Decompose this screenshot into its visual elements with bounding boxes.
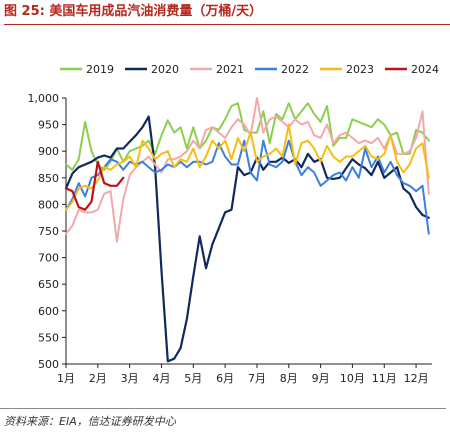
series-line-2021 <box>65 97 430 243</box>
x-tick-label: 9月 <box>312 372 330 385</box>
series-line-2022 <box>65 139 430 235</box>
legend-label-2024: 2024 <box>411 63 439 76</box>
y-tick-label: 550 <box>38 331 59 344</box>
legend-label-2022: 2022 <box>281 63 309 76</box>
y-tick-label: 650 <box>38 278 59 291</box>
legend-label-2019: 2019 <box>86 63 114 76</box>
y-tick-label: 1,000 <box>28 92 60 105</box>
x-tick-label: 12月 <box>404 372 429 385</box>
x-tick-label: 6月 <box>216 372 234 385</box>
x-tick-label: 8月 <box>280 372 298 385</box>
legend-label-2023: 2023 <box>346 63 374 76</box>
y-tick-label: 900 <box>38 145 59 158</box>
series-line-2023 <box>65 123 430 211</box>
x-tick-label: 4月 <box>152 372 170 385</box>
x-tick-label: 5月 <box>184 372 202 385</box>
plot-area <box>64 97 430 363</box>
series-line-2020 <box>64 115 430 363</box>
figure-title-bar: 图 25: 美国车用成品汽油消费量（万桶/天） <box>4 2 450 25</box>
source-divider <box>0 408 446 409</box>
chart-axes: 500 550 600 650 700 750 800 850 900 950 1,000 1月 2月 3… <box>28 92 432 385</box>
source-note: 资料来源：EIA，信达证券研发中心 <box>4 415 176 428</box>
y-tick-label: 700 <box>38 252 59 265</box>
x-tick-label: 11月 <box>372 372 397 385</box>
y-tick-label: 850 <box>38 172 59 185</box>
y-tick-label: 600 <box>38 305 59 318</box>
title-divider <box>4 24 450 25</box>
x-tick-label: 1月 <box>57 372 75 385</box>
x-tick-label: 2月 <box>89 372 107 385</box>
y-tick-label: 950 <box>38 119 59 132</box>
series-line-2024 <box>64 160 125 211</box>
x-tick-label: 3月 <box>121 372 139 385</box>
legend-label-2021: 2021 <box>216 63 244 76</box>
figure-title: 图 25: 美国车用成品汽油消费量（万桶/天） <box>4 4 263 19</box>
y-tick-label: 500 <box>38 358 59 371</box>
x-tick-label: 10月 <box>340 372 365 385</box>
y-tick-label: 800 <box>38 198 59 211</box>
chart-legend: 2019 2020 2021 2022 2023 2024 <box>60 63 439 76</box>
legend-label-2020: 2020 <box>151 63 179 76</box>
y-tick-label: 750 <box>38 225 59 238</box>
line-chart: 2019 2020 2021 2022 2023 2024 500 550 600 650 700… <box>28 63 440 385</box>
x-tick-label: 7月 <box>248 372 266 385</box>
